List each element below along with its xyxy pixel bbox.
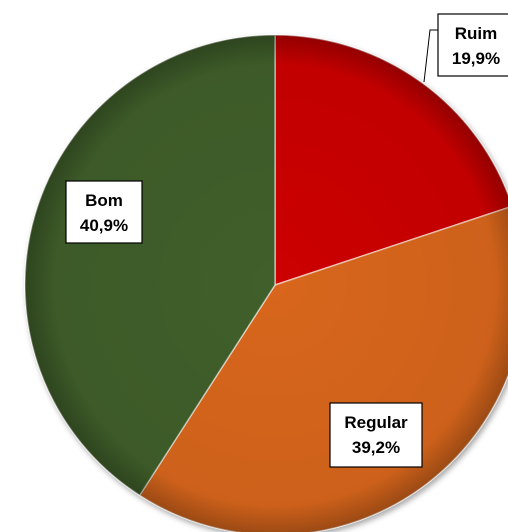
data-label-ruim: Ruim 19,9%	[437, 13, 508, 77]
leader-line-ruim	[423, 29, 438, 83]
data-label-box	[437, 13, 508, 77]
data-label-category: Ruim	[455, 24, 498, 43]
data-label-value: 40,9%	[80, 216, 128, 235]
data-label-box	[329, 402, 423, 468]
data-label-value: 39,2%	[352, 438, 400, 457]
pie-slices	[24, 34, 508, 532]
data-label-value: 19,9%	[452, 49, 500, 68]
data-label-regular: Regular 39,2%	[329, 402, 423, 468]
data-label-box	[65, 180, 143, 244]
data-labels: Ruim 19,9% Regular 39,2% Bom 40,9%	[65, 13, 508, 468]
data-label-category: Regular	[344, 413, 408, 432]
data-label-category: Bom	[85, 191, 123, 210]
data-label-bom: Bom 40,9%	[65, 180, 143, 244]
